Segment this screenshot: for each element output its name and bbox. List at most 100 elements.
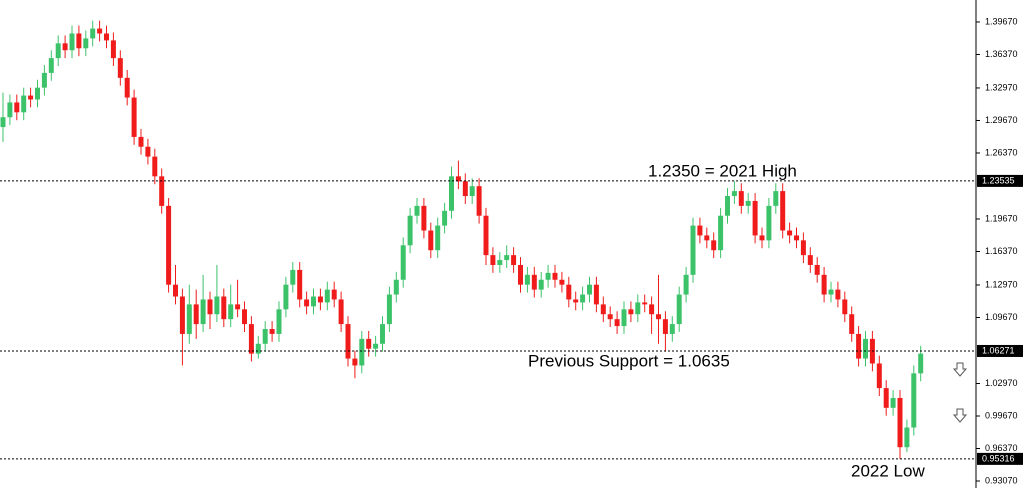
candle-body bbox=[759, 235, 765, 241]
candle-body bbox=[331, 289, 337, 300]
candle-body bbox=[780, 191, 786, 231]
candle-body bbox=[573, 299, 579, 303]
candle-body bbox=[373, 343, 379, 349]
candle-body bbox=[607, 314, 613, 320]
candle-body bbox=[725, 196, 730, 216]
candle-body bbox=[62, 43, 68, 51]
candle-body bbox=[483, 215, 489, 256]
candle-body bbox=[593, 284, 599, 305]
candle-body bbox=[890, 397, 896, 408]
y-tick-label: 1.29670 bbox=[985, 115, 1018, 125]
candle-body bbox=[69, 33, 75, 51]
candle-body bbox=[248, 324, 254, 354]
annotation: Previous Support = 1.0635 bbox=[528, 351, 730, 370]
candle-body bbox=[262, 329, 268, 344]
candle-body bbox=[193, 304, 199, 325]
candle-body bbox=[380, 324, 385, 344]
candle-body bbox=[117, 58, 123, 78]
candle-body bbox=[449, 176, 454, 211]
candle-body bbox=[835, 289, 841, 300]
candle-body bbox=[110, 40, 116, 59]
y-tick-label: 1.26370 bbox=[985, 147, 1018, 157]
candle-body bbox=[7, 102, 13, 118]
level-label-box bbox=[977, 452, 1023, 465]
candle-body bbox=[504, 255, 510, 261]
candle-body bbox=[407, 215, 413, 246]
candle-body bbox=[669, 324, 675, 334]
candle-body bbox=[90, 28, 96, 39]
candle-body bbox=[421, 205, 427, 231]
candle-body bbox=[200, 299, 206, 325]
down-arrow-icon bbox=[952, 362, 968, 423]
candle-body bbox=[338, 299, 344, 325]
y-tick-label: 1.32970 bbox=[985, 82, 1018, 92]
candle-body bbox=[428, 230, 434, 251]
candle-body bbox=[159, 176, 165, 206]
candle-body bbox=[21, 95, 27, 113]
candle-body bbox=[104, 33, 109, 41]
candle-body bbox=[283, 284, 289, 310]
candle-body bbox=[524, 274, 530, 285]
candle-body bbox=[511, 255, 517, 265]
y-tick-label: 0.99670 bbox=[985, 410, 1018, 420]
candle-body bbox=[814, 264, 820, 275]
annotation: 1.2350 = 2021 High bbox=[648, 161, 797, 180]
candle-body bbox=[807, 255, 813, 265]
candle-body bbox=[766, 205, 772, 241]
candle-body bbox=[587, 284, 592, 295]
candle-body bbox=[124, 77, 130, 98]
candle-body bbox=[656, 314, 661, 320]
candle-body bbox=[214, 296, 220, 315]
y-tick-label: 1.39670 bbox=[985, 16, 1018, 26]
y-tick-label: 1.09670 bbox=[985, 312, 1018, 322]
candle-body bbox=[538, 279, 544, 290]
candle-body bbox=[345, 324, 351, 359]
candle-body bbox=[97, 28, 103, 34]
candle-body bbox=[690, 225, 696, 275]
candle-body bbox=[731, 191, 737, 197]
candle-body bbox=[131, 97, 137, 137]
candle-body bbox=[400, 245, 406, 280]
candle-body bbox=[476, 186, 482, 216]
candle-body bbox=[787, 230, 793, 236]
candle-body bbox=[393, 279, 399, 295]
candle-body bbox=[614, 319, 620, 327]
candle-body bbox=[366, 338, 372, 349]
candle-body bbox=[48, 58, 54, 73]
candle-body bbox=[738, 191, 744, 206]
level-label: 1.23535 bbox=[982, 175, 1015, 185]
candle-body bbox=[918, 353, 924, 374]
candle-body bbox=[794, 235, 799, 241]
candle-body bbox=[152, 156, 158, 177]
candle-body bbox=[649, 304, 655, 315]
candle-body bbox=[704, 235, 710, 241]
candle-body bbox=[849, 314, 855, 334]
candle-body bbox=[600, 304, 606, 315]
candle-body bbox=[276, 309, 282, 334]
candle-body bbox=[621, 309, 627, 327]
candle-body bbox=[711, 240, 717, 251]
candle-body bbox=[255, 343, 261, 354]
candle-body bbox=[628, 309, 634, 315]
candle-body bbox=[173, 284, 178, 297]
candle-body bbox=[773, 191, 779, 206]
candle-body bbox=[863, 338, 868, 359]
y-tick-label: 0.96370 bbox=[985, 443, 1018, 453]
candle-body bbox=[35, 87, 40, 100]
candle-body bbox=[386, 294, 392, 325]
candle-body bbox=[552, 272, 558, 280]
candle-body bbox=[635, 302, 641, 315]
candle-body bbox=[497, 260, 503, 265]
y-tick-label: 0.93070 bbox=[985, 475, 1018, 485]
candle-body bbox=[242, 309, 247, 325]
candle-body bbox=[531, 274, 537, 290]
level-label: 0.95316 bbox=[982, 453, 1015, 463]
candle-body bbox=[414, 205, 420, 216]
candle-body bbox=[883, 388, 889, 408]
candle-body bbox=[435, 225, 441, 251]
candle-body bbox=[28, 95, 34, 100]
candle-body bbox=[14, 102, 20, 113]
candle-body bbox=[41, 72, 47, 88]
